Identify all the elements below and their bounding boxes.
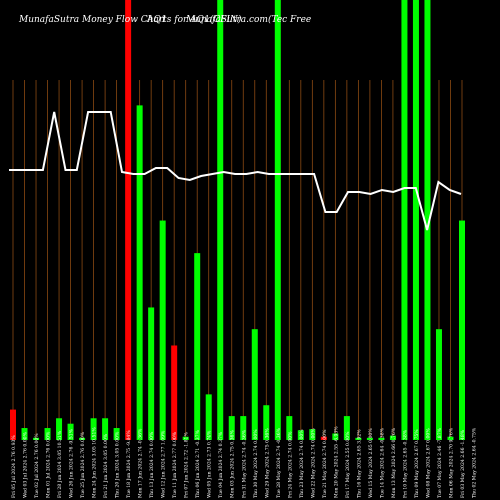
volume-bar	[378, 437, 385, 440]
x-tick-label: Mon 13 May 2024 2.66 0.76%	[391, 427, 397, 498]
x-tick-label: Mon 01 Jul 2024 2.76 0.00%	[46, 431, 52, 498]
volume-bar	[159, 220, 166, 440]
header-site-text: MunafaSutra.com	[185, 15, 268, 25]
volume-bar	[194, 253, 201, 440]
volume-bar	[355, 437, 362, 440]
x-tick-label: Fri 10 May 2024 2.65 -0.38%	[402, 429, 408, 498]
header-right-text: (Tec Free	[268, 14, 311, 25]
x-tick-label: Wed 26 Jun 2024 2.76 -9.51%	[69, 428, 75, 498]
x-tick-label: Mon 06 May 2024 2.70 9.76%	[449, 427, 455, 498]
volume-bar	[251, 329, 258, 440]
x-tick-label: Wed 08 May 2024 2.67 0.00%	[426, 428, 432, 498]
volume-bar	[171, 345, 178, 440]
x-tick-label: Fri 31 May 2024 2.74 -0.36%	[241, 429, 247, 498]
x-tick-label: Fri 07 Jun 2024 2.72 -1.81%	[184, 432, 190, 498]
x-tick-label: Tue 11 Jun 2024 2.77 0.00%	[172, 431, 178, 498]
volume-bar	[148, 307, 155, 440]
volume-bar	[412, 0, 419, 440]
volume-bar	[263, 405, 270, 440]
x-tick-label: Fri 28 Jun 2024 3.05 10.51%	[57, 430, 63, 498]
x-tick-label: Tue 18 Jun 2024 2.75 -9.84%	[126, 430, 132, 498]
volume-bar	[79, 437, 86, 440]
x-tick-label: Tue 25 Jun 2024 2.76 0.00%	[80, 431, 86, 498]
x-tick-label: Tue 07 May 2024 2.46 -7.87%	[437, 427, 443, 498]
volume-bar	[125, 0, 132, 440]
volume-bar	[389, 435, 396, 440]
volume-bar	[297, 430, 304, 440]
volume-bar	[320, 436, 327, 440]
price-line-layer	[9, 111, 462, 231]
x-tick-label: Wed 03 Jul 2024 2.76 0.00%	[23, 431, 29, 498]
x-tick-label: Thu 16 May 2024 2.65 3.92%	[356, 429, 362, 498]
volume-bar	[33, 437, 40, 440]
volume-bar	[309, 429, 316, 440]
volume-bar	[102, 418, 109, 440]
volume-bar	[10, 409, 16, 440]
volume-bar	[401, 0, 408, 440]
x-tick-label: Thu 06 Jun 2024 2.71 -0.37%	[195, 429, 201, 498]
x-tick-label: Fri 17 May 2024 2.55 0.00%	[345, 431, 351, 498]
volume-bar	[274, 0, 281, 440]
volume-bar	[332, 433, 339, 440]
x-tick-label: Mon 03 Jun 2024 2.75 0.36%	[230, 430, 236, 498]
x-tick-label: Wed 29 May 2024 2.75 0.36%	[264, 428, 270, 498]
volume-bar	[113, 428, 120, 440]
volume-bar	[459, 220, 465, 440]
volume-bar	[447, 436, 454, 440]
volume-bar	[217, 0, 224, 440]
x-tick-label: Tue 02 Jul 2024 2.76 0.00%	[34, 433, 40, 498]
x-tick-label: Tue 14 May 2024 2.64 -0.38%	[379, 427, 385, 498]
volume-bar	[205, 394, 212, 440]
x-tick-label: Thu 09 May 2024 2.67 0.75%	[414, 429, 420, 498]
x-tick-label: Tue 28 May 2024 2.74 -0.36%	[276, 427, 282, 498]
volume-bar	[44, 428, 51, 440]
x-axis-tick-labels: Fri 05 Jul 2024 2.76 0.93% Wed 03 Jul 202…	[11, 426, 478, 498]
price-line	[9, 111, 462, 231]
x-tick-label: Tue 21 May 2024 2.74 0.00%	[322, 429, 328, 498]
volume-bars	[10, 0, 465, 440]
volume-bar	[136, 105, 143, 440]
volume-bar	[343, 416, 350, 440]
x-tick-label: Wed 12 Jun 2024 2.77 1.09%	[161, 430, 167, 498]
x-tick-label: Thu 30 May 2024 2.74 0.00%	[253, 429, 259, 498]
volume-bar	[286, 416, 293, 440]
x-tick-label: Fri 05 Jul 2024 2.76 0.93%	[11, 435, 17, 498]
header-left-text: MunafaSutra Money Flow Charts for AQ1(CF…	[18, 14, 242, 25]
x-tick-label: Wed 22 May 2024 2.74 0.00%	[310, 428, 316, 498]
volume-bar	[90, 418, 97, 440]
x-tick-label: Thu 13 Jun 2024 2.74 0.00%	[149, 431, 155, 498]
x-tick-label: Mon 24 Jun 2024 3.05 10.51%	[92, 427, 98, 498]
volume-bar	[21, 428, 28, 440]
x-tick-label: Fri 24 May 2024 2.74 0.00%	[287, 431, 293, 498]
volume-bar	[424, 0, 431, 440]
volume-bar	[240, 416, 247, 440]
x-tick-label: Fri 21 Jun 2024 3.05 0.00%	[103, 433, 109, 498]
x-tick-label: Thu 20 Jun 2024 3.05 0.00%	[115, 431, 121, 498]
x-tick-label: Tue 04 Jun 2024 2.74 0.37%	[218, 431, 224, 498]
volume-bar	[366, 437, 373, 440]
x-tick-label: Thu 02 May 2024 2.64 -0.75%	[472, 427, 478, 498]
volume-bar	[56, 418, 63, 440]
volume-bar	[67, 423, 74, 440]
x-tick-label: Thu 23 May 2024 2.74 0.00%	[299, 429, 305, 498]
chart-header: MunafaSutra Money Flow Charts for AQ1(CF…	[18, 14, 311, 25]
header-overlap-text: AQ1	[146, 15, 167, 25]
x-tick-label: Mon 17 Jun 2024 2.74 -0.36%	[138, 428, 144, 498]
x-tick-label: Wed 05 Jun 2024 2.73 0.74%	[207, 430, 213, 498]
volume-bar	[435, 329, 442, 440]
x-tick-label: Fri 03 May 2024 2.66 -1.48%	[460, 429, 466, 498]
volume-bar	[228, 416, 235, 440]
x-tick-label: Mon 20 May 2024 2.55 -6.93%	[333, 426, 339, 498]
volume-bar	[182, 436, 189, 440]
x-tick-label: Wed 15 May 2024 2.65 0.00%	[368, 428, 374, 498]
